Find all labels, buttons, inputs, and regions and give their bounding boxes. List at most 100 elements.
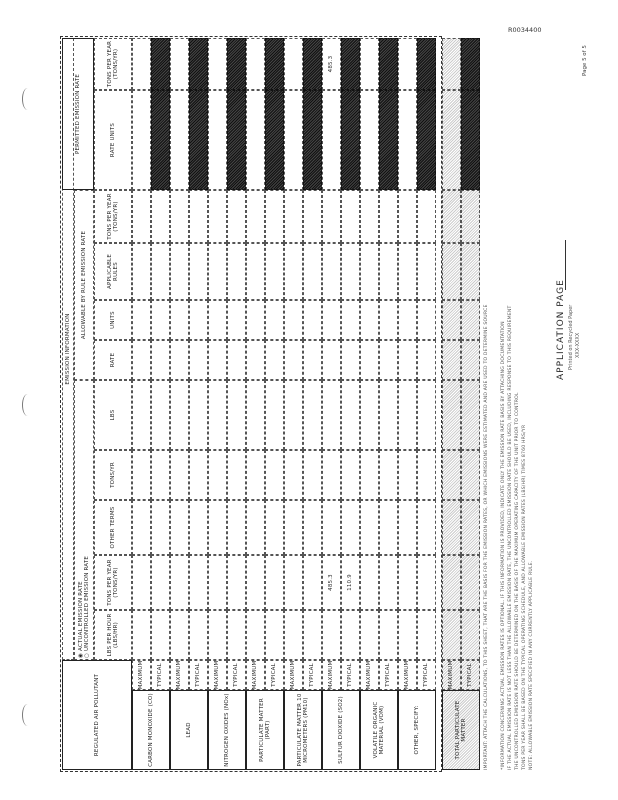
table-cell[interactable] — [360, 450, 379, 500]
table-cell[interactable] — [170, 555, 189, 610]
table-cell[interactable] — [341, 450, 360, 500]
table-cell[interactable] — [170, 190, 189, 243]
total-cell[interactable] — [461, 555, 480, 610]
table-cell[interactable] — [284, 500, 303, 555]
table-cell[interactable] — [417, 610, 436, 660]
table-cell[interactable] — [132, 38, 151, 90]
table-cell[interactable] — [360, 300, 379, 340]
table-cell[interactable] — [265, 500, 284, 555]
table-cell[interactable] — [322, 500, 341, 555]
table-cell[interactable] — [360, 500, 379, 555]
table-cell[interactable] — [227, 243, 246, 300]
table-cell[interactable] — [246, 300, 265, 340]
total-cell[interactable] — [442, 90, 461, 190]
table-cell[interactable] — [284, 450, 303, 500]
table-cell[interactable] — [170, 243, 189, 300]
table-cell[interactable] — [151, 450, 170, 500]
table-cell[interactable] — [132, 90, 151, 190]
total-cell[interactable] — [442, 500, 461, 555]
table-cell[interactable] — [284, 90, 303, 190]
table-cell[interactable] — [151, 300, 170, 340]
total-cell[interactable] — [442, 243, 461, 300]
table-cell[interactable] — [246, 340, 265, 380]
total-cell[interactable] — [461, 500, 480, 555]
table-cell[interactable] — [284, 190, 303, 243]
table-cell[interactable] — [189, 555, 208, 610]
table-cell[interactable] — [398, 190, 417, 243]
table-cell[interactable] — [341, 380, 360, 450]
table-cell[interactable] — [227, 300, 246, 340]
table-cell[interactable] — [322, 340, 341, 380]
table-cell[interactable] — [208, 38, 227, 90]
table-cell[interactable] — [360, 243, 379, 300]
table-cell[interactable]: 485.3 — [322, 38, 341, 90]
table-cell[interactable] — [303, 190, 322, 243]
total-cell[interactable] — [442, 190, 461, 243]
table-cell[interactable] — [189, 610, 208, 660]
total-cell[interactable] — [461, 38, 480, 90]
table-cell[interactable] — [284, 340, 303, 380]
table-cell[interactable]: 485.3 — [322, 555, 341, 610]
table-cell[interactable] — [417, 190, 436, 243]
table-cell[interactable] — [360, 90, 379, 190]
table-cell[interactable] — [322, 610, 341, 660]
table-cell[interactable] — [151, 340, 170, 380]
table-cell[interactable] — [189, 300, 208, 340]
table-cell[interactable] — [246, 243, 265, 300]
total-cell[interactable] — [442, 450, 461, 500]
table-cell[interactable] — [398, 555, 417, 610]
table-cell[interactable] — [132, 500, 151, 555]
table-cell[interactable] — [265, 340, 284, 380]
table-cell[interactable] — [151, 500, 170, 555]
total-cell[interactable] — [461, 243, 480, 300]
total-cell[interactable] — [442, 340, 461, 380]
total-cell[interactable] — [442, 555, 461, 610]
table-cell[interactable] — [170, 300, 189, 340]
table-cell[interactable] — [208, 500, 227, 555]
table-cell[interactable] — [417, 243, 436, 300]
table-cell[interactable] — [246, 450, 265, 500]
table-cell[interactable] — [417, 380, 436, 450]
table-cell[interactable] — [189, 450, 208, 500]
table-cell[interactable] — [379, 500, 398, 555]
table-cell[interactable] — [265, 243, 284, 300]
total-cell[interactable] — [461, 90, 480, 190]
table-cell[interactable] — [284, 300, 303, 340]
table-cell[interactable] — [170, 38, 189, 90]
table-cell[interactable] — [322, 450, 341, 500]
table-cell[interactable] — [379, 340, 398, 380]
table-cell[interactable] — [398, 300, 417, 340]
table-cell[interactable] — [379, 300, 398, 340]
table-cell[interactable] — [322, 190, 341, 243]
table-cell[interactable] — [189, 190, 208, 243]
table-cell[interactable] — [379, 380, 398, 450]
table-cell[interactable] — [151, 610, 170, 660]
total-cell[interactable] — [461, 190, 480, 243]
table-cell[interactable] — [303, 340, 322, 380]
table-cell[interactable] — [208, 450, 227, 500]
total-cell[interactable] — [442, 610, 461, 660]
table-cell[interactable] — [341, 300, 360, 340]
total-cell[interactable] — [461, 380, 480, 450]
table-cell[interactable] — [227, 500, 246, 555]
table-cell[interactable] — [398, 243, 417, 300]
table-cell[interactable] — [360, 380, 379, 450]
table-cell[interactable] — [246, 610, 265, 660]
table-cell[interactable] — [379, 610, 398, 660]
table-cell[interactable] — [208, 340, 227, 380]
table-cell[interactable] — [208, 243, 227, 300]
table-cell[interactable] — [341, 500, 360, 555]
table-cell[interactable] — [360, 38, 379, 90]
table-cell[interactable] — [284, 380, 303, 450]
total-cell[interactable] — [442, 380, 461, 450]
table-cell[interactable] — [341, 610, 360, 660]
table-cell[interactable] — [227, 380, 246, 450]
table-cell[interactable] — [284, 243, 303, 300]
table-cell[interactable] — [227, 190, 246, 243]
table-cell[interactable] — [132, 380, 151, 450]
table-cell[interactable] — [151, 190, 170, 243]
table-cell[interactable] — [398, 90, 417, 190]
table-cell[interactable] — [303, 610, 322, 660]
total-cell[interactable] — [461, 340, 480, 380]
table-cell[interactable] — [151, 555, 170, 610]
